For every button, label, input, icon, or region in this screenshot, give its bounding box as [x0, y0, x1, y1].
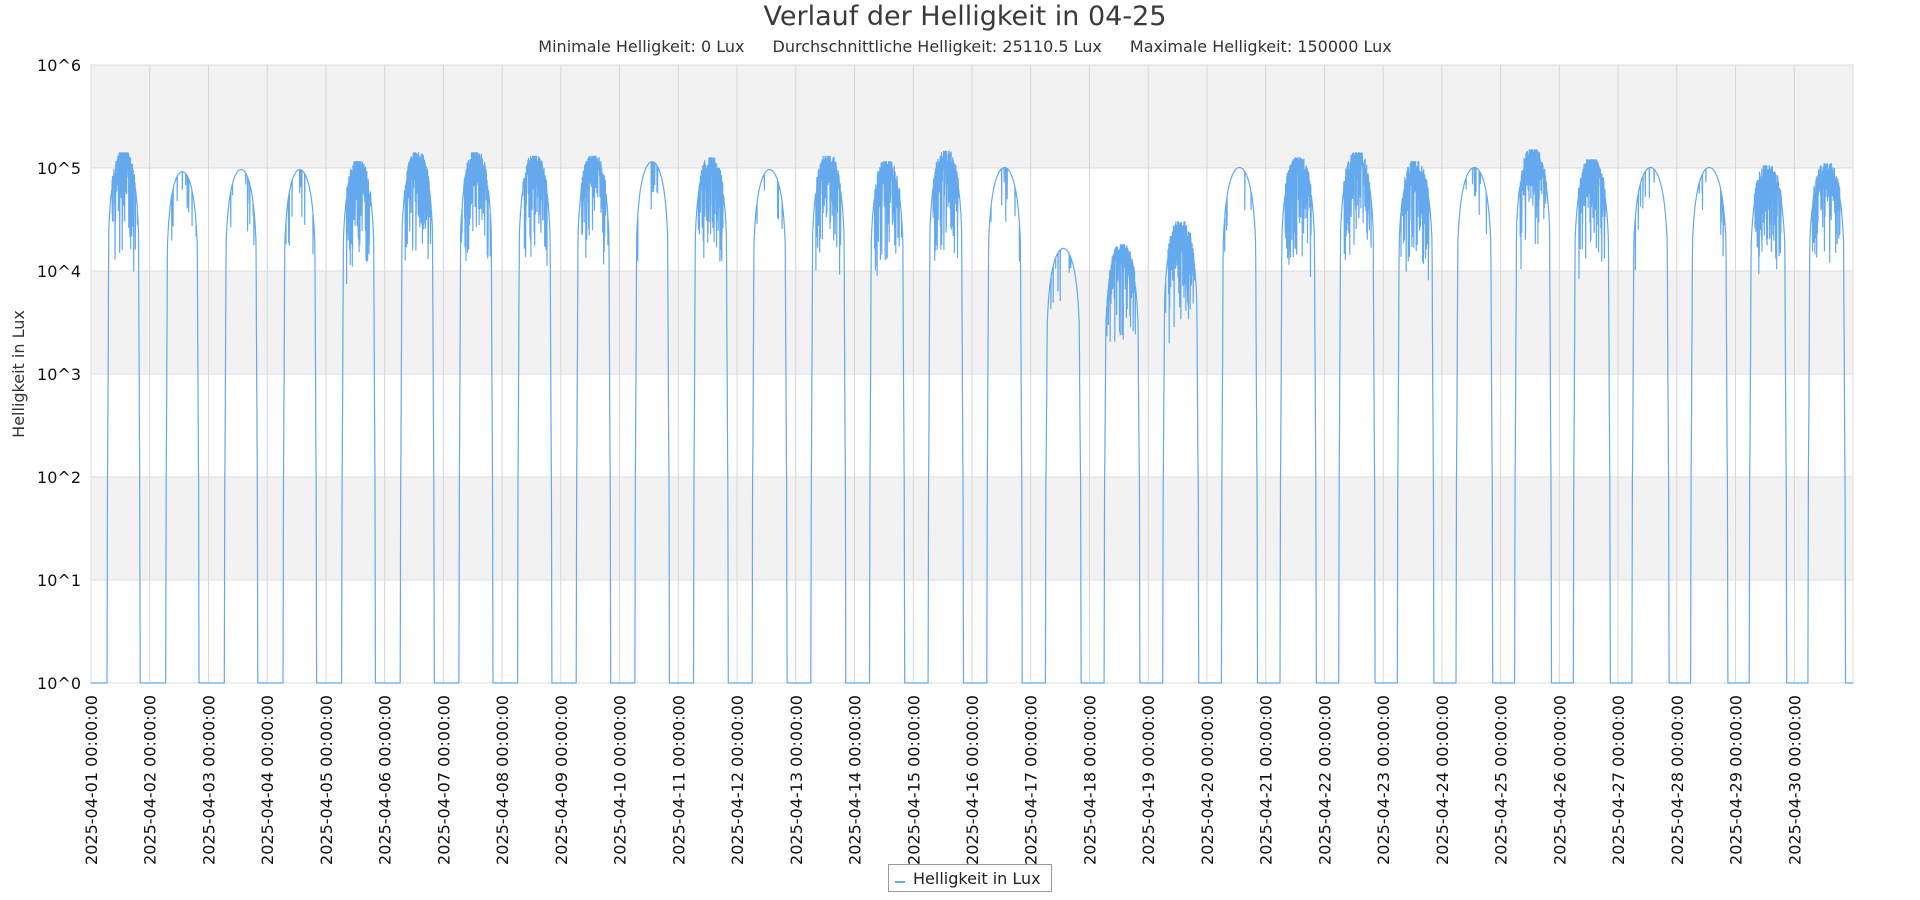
y-tick-label: 10^0 [37, 674, 81, 693]
x-tick-label: 2025-04-16 00:00:00 [963, 695, 982, 865]
x-tick-label: 2025-04-09 00:00:00 [552, 695, 571, 865]
x-tick-label: 2025-04-01 00:00:00 [82, 695, 101, 865]
x-tick-label: 2025-04-29 00:00:00 [1727, 695, 1746, 865]
y-tick-label: 10^5 [37, 159, 81, 178]
x-tick-label: 2025-04-17 00:00:00 [1022, 695, 1041, 865]
x-tick-label: 2025-04-19 00:00:00 [1139, 695, 1158, 865]
subtitle-max: Maximale Helligkeit: 150000 Lux [1129, 37, 1392, 56]
x-tick-label: 2025-04-13 00:00:00 [787, 695, 806, 865]
chart-title: Verlauf der Helligkeit in 04-25 [763, 1, 1167, 32]
x-tick-label: 2025-04-28 00:00:00 [1668, 695, 1687, 865]
legend-label: Helligkeit in Lux [913, 868, 1041, 888]
y-axis-label: Helligkeit in Lux [9, 310, 28, 438]
x-tick-label: 2025-04-12 00:00:00 [728, 695, 747, 865]
y-tick-label: 10^4 [37, 262, 81, 281]
y-axis-tick-labels: 10^0 10^1 10^2 10^3 10^4 10^5 10^6 [37, 56, 81, 693]
x-tick-label: 2025-04-27 00:00:00 [1609, 695, 1628, 865]
y-tick-label: 10^6 [37, 56, 81, 75]
y-tick-label: 10^2 [37, 468, 81, 487]
x-tick-label: 2025-04-26 00:00:00 [1550, 695, 1569, 865]
x-tick-label: 2025-04-08 00:00:00 [493, 695, 512, 865]
legend: Helligkeit in Lux [888, 864, 1052, 892]
x-tick-label: 2025-04-21 00:00:00 [1257, 695, 1276, 865]
x-tick-label: 2025-04-15 00:00:00 [904, 695, 923, 865]
x-tick-label: 2025-04-14 00:00:00 [846, 695, 865, 865]
x-tick-label: 2025-04-07 00:00:00 [434, 695, 453, 865]
x-tick-label: 2025-04-25 00:00:00 [1492, 695, 1511, 865]
series-line [91, 149, 1853, 684]
x-axis-tick-labels: 2025-04-01 00:00:00 2025-04-02 00:00:00 20… [82, 695, 1804, 865]
x-tick-label: 2025-04-23 00:00:00 [1374, 695, 1393, 865]
x-tick-label: 2025-04-04 00:00:00 [258, 695, 277, 865]
subtitle-avg: Durchschnittliche Helligkeit: 25110.5 Lu… [772, 37, 1102, 56]
x-tick-label: 2025-04-02 00:00:00 [141, 695, 160, 865]
x-tick-label: 2025-04-05 00:00:00 [317, 695, 336, 865]
x-tick-label: 2025-04-06 00:00:00 [376, 695, 395, 865]
x-tick-label: 2025-04-30 00:00:00 [1785, 695, 1804, 865]
chart-subtitle: Minimale Helligkeit: 0 Lux Durchschnittli… [0, 37, 1920, 57]
x-tick-label: 2025-04-03 00:00:00 [199, 695, 218, 865]
x-tick-label: 2025-04-20 00:00:00 [1198, 695, 1217, 865]
x-tick-label: 2025-04-22 00:00:00 [1315, 695, 1334, 865]
x-tick-label: 2025-04-24 00:00:00 [1433, 695, 1452, 865]
y-tick-label: 10^1 [37, 571, 81, 590]
subtitle-min: Minimale Helligkeit: 0 Lux [538, 37, 745, 56]
x-tick-label: 2025-04-18 00:00:00 [1080, 695, 1099, 865]
y-tick-label: 10^3 [37, 365, 81, 384]
series-helligkeit [91, 149, 1853, 684]
legend-swatch [895, 881, 905, 883]
x-tick-label: 2025-04-11 00:00:00 [669, 695, 688, 865]
x-tick-label: 2025-04-10 00:00:00 [611, 695, 630, 865]
